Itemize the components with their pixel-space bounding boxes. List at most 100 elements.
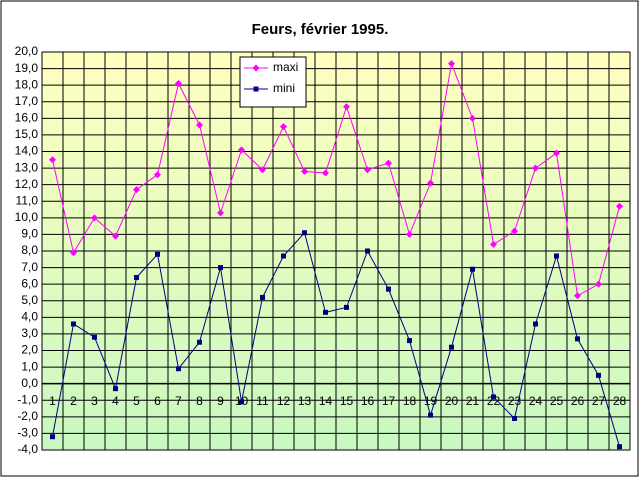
y-tick-label: 6,0 xyxy=(21,276,38,290)
data-point xyxy=(323,309,328,315)
x-tick-label: 4 xyxy=(112,394,119,408)
data-point xyxy=(49,156,56,164)
x-tick-label: 27 xyxy=(592,394,606,408)
y-tick-label: 17,0 xyxy=(15,94,39,108)
data-point xyxy=(532,164,539,172)
data-point xyxy=(91,214,98,222)
series-line xyxy=(52,61,620,297)
legend-label: mini xyxy=(273,81,295,95)
x-tick-label: 1 xyxy=(49,394,56,408)
data-point xyxy=(385,159,392,167)
data-point xyxy=(92,334,97,340)
data-point xyxy=(196,121,203,129)
data-point xyxy=(239,399,244,405)
y-tick-label: -4,0 xyxy=(17,442,38,456)
data-point xyxy=(112,232,119,240)
data-point xyxy=(533,321,538,327)
data-point xyxy=(596,372,601,378)
x-tick-label: 3 xyxy=(91,394,98,408)
x-tick-label: 17 xyxy=(382,394,396,408)
data-point xyxy=(218,265,223,271)
data-point xyxy=(554,253,559,259)
y-tick-label: 1,0 xyxy=(21,359,38,373)
data-point xyxy=(365,248,370,254)
data-point xyxy=(238,146,245,154)
y-tick-label: 2,0 xyxy=(21,343,38,357)
data-point xyxy=(155,251,160,257)
data-point xyxy=(595,280,602,288)
y-tick-label: 18,0 xyxy=(15,77,39,91)
series-line xyxy=(52,231,620,447)
data-point xyxy=(428,412,433,418)
x-tick-label: 25 xyxy=(550,394,564,408)
data-point xyxy=(364,166,371,174)
data-point xyxy=(322,169,329,177)
y-tick-label: 11,0 xyxy=(16,193,39,207)
y-tick-label: -3,0 xyxy=(17,426,38,440)
y-tick-label: 5,0 xyxy=(21,293,38,307)
data-point xyxy=(302,230,307,236)
x-tick-label: 6 xyxy=(154,394,161,408)
data-point xyxy=(217,209,224,217)
y-tick-label: 3,0 xyxy=(21,326,38,340)
x-tick-label: 22 xyxy=(487,394,501,408)
data-point xyxy=(50,434,55,440)
data-point xyxy=(259,166,266,174)
y-tick-label: 0,0 xyxy=(21,376,38,390)
data-point xyxy=(344,304,349,310)
data-point xyxy=(386,286,391,292)
legend-marker xyxy=(253,86,259,92)
legend-label: maxi xyxy=(273,60,298,74)
y-tick-label: 19,0 xyxy=(15,61,39,75)
data-point xyxy=(113,386,118,392)
x-tick-label: 9 xyxy=(217,394,224,408)
data-point xyxy=(575,336,580,342)
x-tick-label: 7 xyxy=(175,394,182,408)
grid: 20,019,018,017,016,015,014,013,012,011,0… xyxy=(15,44,631,456)
data-point xyxy=(512,415,517,421)
data-point xyxy=(133,186,140,194)
x-tick-label: 12 xyxy=(277,394,291,408)
y-tick-label: 20,0 xyxy=(15,44,39,58)
data-point xyxy=(260,294,265,300)
data-point xyxy=(470,266,475,272)
data-point xyxy=(71,321,76,327)
data-point xyxy=(427,179,434,187)
x-tick-label: 8 xyxy=(196,394,203,408)
data-point xyxy=(490,240,497,248)
chart-title: Feurs, février 1995. xyxy=(252,21,389,38)
data-point xyxy=(175,80,182,88)
legend-marker xyxy=(252,64,260,72)
x-tick-label: 21 xyxy=(466,394,480,408)
y-tick-label: -1,0 xyxy=(17,392,38,406)
x-tick-label: 26 xyxy=(571,394,585,408)
data-point xyxy=(511,227,518,235)
data-point xyxy=(491,394,496,400)
data-point xyxy=(70,249,77,257)
x-tick-label: 16 xyxy=(361,394,375,408)
x-tick-label: 2 xyxy=(70,394,77,408)
data-point xyxy=(469,114,476,122)
y-tick-label: 9,0 xyxy=(21,227,38,241)
data-point xyxy=(154,171,161,179)
legend: maxi mini xyxy=(239,56,307,108)
y-tick-label: 15,0 xyxy=(15,127,39,141)
data-point xyxy=(617,444,622,450)
data-point xyxy=(134,275,139,281)
data-point xyxy=(449,344,454,350)
data-point xyxy=(407,338,412,344)
data-point xyxy=(574,292,581,300)
data-point xyxy=(343,103,350,111)
data-point xyxy=(553,149,560,157)
x-tick-label: 24 xyxy=(529,394,543,408)
data-point xyxy=(448,60,455,68)
y-tick-label: 14,0 xyxy=(15,144,39,158)
x-tick-label: 28 xyxy=(613,394,627,408)
y-tick-label: 16,0 xyxy=(15,111,39,125)
y-tick-label: 13,0 xyxy=(15,160,39,174)
x-tick-label: 18 xyxy=(403,394,417,408)
x-tick-label: 15 xyxy=(340,394,354,408)
data-point xyxy=(197,339,202,345)
y-tick-label: 4,0 xyxy=(21,310,38,324)
